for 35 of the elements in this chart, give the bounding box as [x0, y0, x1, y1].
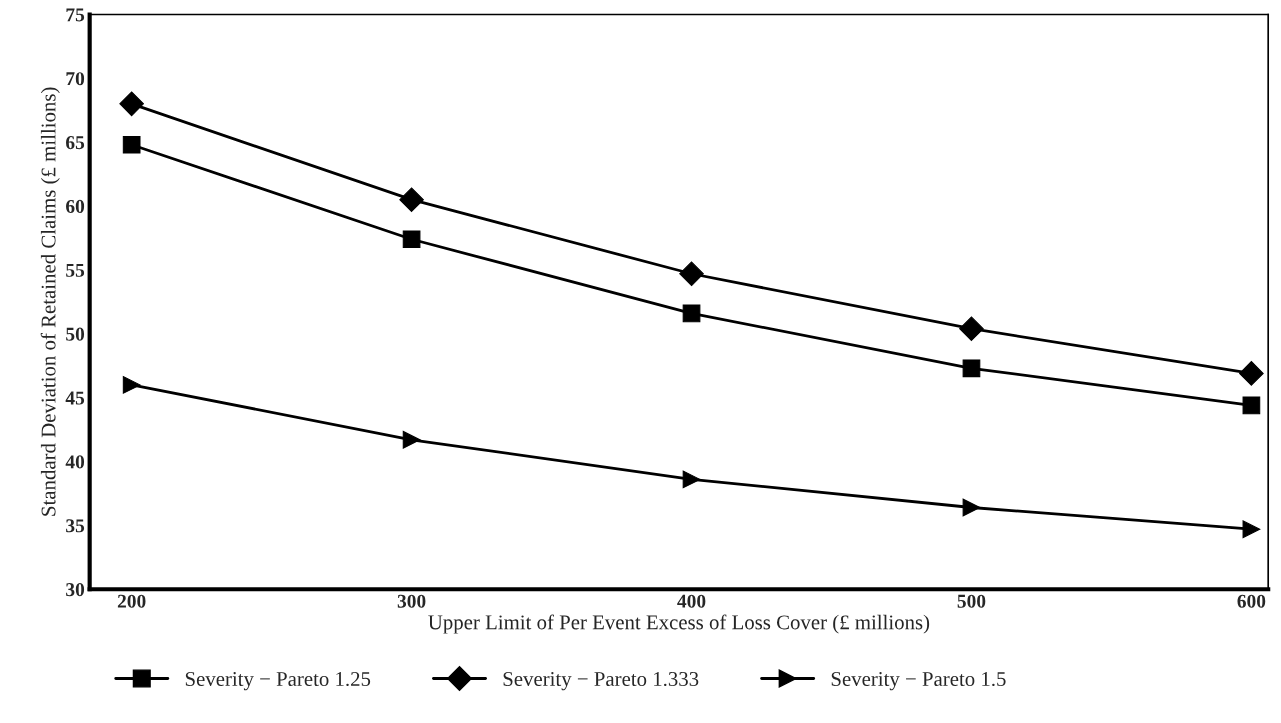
- y-tick-label: 70: [66, 72, 85, 86]
- point: [1242, 396, 1261, 415]
- y-tick-label: 45: [65, 391, 85, 405]
- point: [402, 230, 421, 249]
- legend-label: Severity − Pareto 1.5: [831, 672, 1006, 691]
- x-tick-label: 500: [957, 594, 986, 608]
- y-tick-label: 75: [66, 8, 85, 22]
- y-tick-label: 40: [65, 455, 85, 469]
- y-axis-title: Standard Deviation of Retained Claims (£ millions): [40, 87, 60, 516]
- point: [682, 304, 701, 323]
- x-tick-label: 200: [117, 594, 146, 608]
- point: [122, 376, 141, 394]
- point: [962, 359, 981, 378]
- legend-label: Severity − Pareto 1.333: [503, 672, 699, 691]
- y-tick-label: 50: [66, 327, 85, 341]
- x-axis-title: Upper Limit of Per Event Excess of Loss Cover (£ millions): [428, 614, 930, 634]
- point: [1239, 361, 1264, 386]
- y-tick-label: 60: [66, 199, 85, 213]
- point: [959, 316, 984, 341]
- point: [119, 91, 144, 117]
- point: [402, 430, 421, 449]
- point: [1242, 520, 1261, 539]
- point: [399, 187, 424, 212]
- y-tick-label: 30: [66, 583, 85, 597]
- point: [682, 470, 701, 489]
- point: [122, 135, 141, 154]
- y-tick-label: 35: [66, 519, 85, 533]
- y-tick-label: 55: [66, 263, 85, 277]
- x-tick-label: 400: [677, 594, 706, 608]
- x-tick-label: 600: [1237, 594, 1266, 608]
- y-tick-label: 65: [66, 136, 85, 150]
- x-tick-label: 300: [397, 594, 426, 608]
- point: [679, 261, 704, 287]
- point: [962, 498, 981, 517]
- legend-label: Severity − Pareto 1.25: [185, 672, 371, 691]
